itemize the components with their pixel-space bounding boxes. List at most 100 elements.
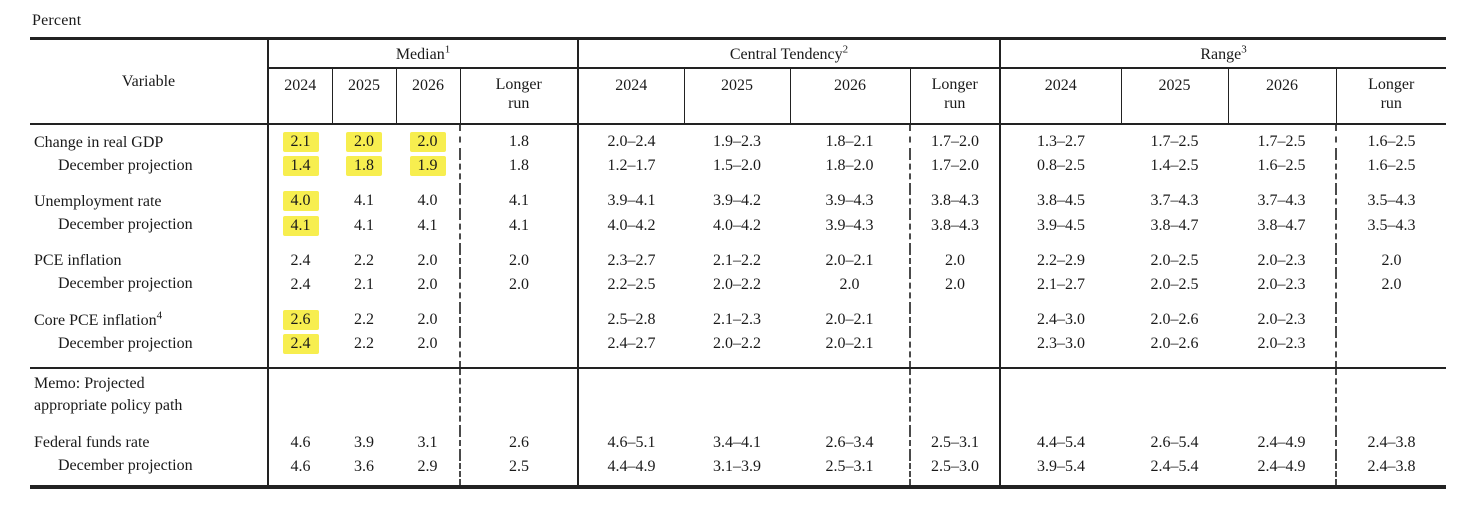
cell-range-2024: 0.8–2.5 bbox=[999, 154, 1122, 190]
year-header-central-2026: 2026 bbox=[789, 68, 910, 125]
cell-median-2024: 2.1 bbox=[267, 123, 332, 155]
cell-range-2026: 2.0–2.3 bbox=[1257, 251, 1306, 269]
table-row: Federal funds rate 4.6 3.9 3.1 2.6 4.6–5.1 3.4… bbox=[30, 430, 1447, 455]
cell-central-2026: 2.0–2.1 bbox=[825, 335, 874, 353]
cell-range-2025: 3.8–4.7 bbox=[1150, 216, 1199, 234]
cell-median-2026: 4.1 bbox=[417, 216, 438, 234]
group-header-median: Median1 bbox=[267, 38, 578, 70]
cell-range-longer-run: 2.4–3.8 bbox=[1335, 430, 1447, 455]
cell-range-2026 bbox=[1228, 367, 1337, 431]
cell-median-2024: 4.6 bbox=[267, 454, 332, 487]
cell-central-longer-run: 2.5–3.1 bbox=[908, 430, 1001, 455]
row-label-cell: December projection bbox=[30, 273, 268, 308]
cell-range-2025: 2.0–2.5 bbox=[1150, 251, 1199, 269]
cell-median-longer-run: 1.8 bbox=[459, 123, 578, 155]
cell-range-2024: 4.4–5.4 bbox=[999, 430, 1122, 455]
group-label: Central Tendency bbox=[729, 46, 843, 63]
cell-central-2026: 1.8–2.1 bbox=[825, 132, 874, 150]
row-label-cell: December projection bbox=[30, 214, 268, 249]
group-label: Range bbox=[1200, 46, 1242, 63]
cell-range-2024: 2.2–2.9 bbox=[999, 248, 1122, 273]
cell-median-2024 bbox=[267, 367, 332, 431]
table-row: Change in real GDP 2.1 2.0 2.0 1.8 2.0–2.4 1.9… bbox=[30, 123, 1447, 155]
row-label: December projection bbox=[58, 156, 193, 174]
cell-median-2025 bbox=[332, 367, 396, 431]
year-header-median-2025: 2025 bbox=[331, 68, 396, 125]
cell-range-2026: 2.0–2.3 bbox=[1257, 275, 1306, 293]
cell-median-longer-run: 2.0 bbox=[459, 248, 578, 273]
highlighted-value: 1.8 bbox=[346, 156, 382, 177]
cell-median-2024: 2.4 bbox=[267, 248, 332, 273]
unit-label: Percent bbox=[32, 12, 82, 29]
cell-central-2026: 1.8–2.0 bbox=[825, 157, 874, 175]
cell-median-longer-run: 2.6 bbox=[459, 430, 578, 455]
cell-median-longer-run: 2.0 bbox=[459, 272, 578, 309]
cell-central-longer-run: 3.8–4.3 bbox=[908, 213, 1001, 249]
table-row: December projection 1.4 1.8 1.9 1.8 1.2–1.7 1.… bbox=[30, 154, 1447, 190]
table-body: Change in real GDP 2.1 2.0 2.0 1.8 2.0–2.4 1.9… bbox=[30, 123, 1447, 487]
cell-central-2024 bbox=[577, 367, 684, 431]
highlighted-value: 4.1 bbox=[282, 215, 319, 236]
cell-central-2025: 1.5–2.0 bbox=[713, 157, 761, 175]
table-row: December projection 4.6 3.6 2.9 2.5 4.4–4.9 3.… bbox=[30, 454, 1447, 487]
cell-range-2025: 2.4–5.4 bbox=[1150, 457, 1199, 475]
projections-table: Variable Median1 Central Tendency2 Range… bbox=[30, 37, 1447, 489]
cell-central-2024: 4.0–4.2 bbox=[577, 213, 684, 249]
cell-central-2025 bbox=[684, 367, 790, 431]
cell-range-longer-run bbox=[1335, 308, 1447, 333]
cell-range-longer-run: 1.6–2.5 bbox=[1335, 154, 1447, 190]
cell-median-2024: 4.0 bbox=[267, 189, 332, 214]
row-label-cell: Memo: Projected appropriate policy path bbox=[30, 367, 268, 431]
row-label: December projection bbox=[58, 457, 193, 475]
cell-central-2025: 4.0–4.2 bbox=[713, 216, 761, 234]
cell-range-2024 bbox=[999, 367, 1122, 431]
cell-range-2026: 1.6–2.5 bbox=[1257, 157, 1306, 175]
cell-range-longer-run: 3.5–4.3 bbox=[1335, 213, 1447, 249]
cell-range-2024: 3.8–4.5 bbox=[999, 189, 1122, 214]
year-header-central-2025: 2025 bbox=[683, 68, 790, 125]
highlighted-value: 1.4 bbox=[282, 156, 319, 177]
highlighted-value: 2.4 bbox=[282, 334, 319, 355]
footnote-marker: 2 bbox=[842, 43, 849, 56]
year-header-range-2026: 2026 bbox=[1227, 68, 1337, 125]
footnote-marker: 1 bbox=[444, 43, 451, 56]
row-label-cell: December projection bbox=[30, 332, 268, 368]
cell-median-2026: 2.0 bbox=[417, 335, 438, 353]
cell-median-2026: 2.0 bbox=[396, 124, 460, 154]
row-label-cell: December projection bbox=[30, 455, 268, 487]
cell-range-2024: 2.3–3.0 bbox=[999, 332, 1122, 369]
cell-central-longer-run: 3.8–4.3 bbox=[908, 189, 1001, 214]
cell-central-2025: 2.1–2.3 bbox=[713, 311, 761, 329]
cell-range-2024: 3.9–4.5 bbox=[999, 213, 1122, 249]
cell-central-2025: 3.1–3.9 bbox=[713, 457, 761, 475]
year-header-range-2024: 2024 bbox=[999, 68, 1122, 125]
cell-median-longer-run: 4.1 bbox=[459, 189, 578, 214]
cell-central-2026: 2.0–2.1 bbox=[825, 251, 874, 269]
cell-median-2024: 1.4 bbox=[267, 154, 332, 190]
group-header-central-tendency: Central Tendency2 bbox=[576, 38, 1001, 70]
cell-range-2026: 1.7–2.5 bbox=[1257, 132, 1306, 150]
cell-central-2026: 3.9–4.3 bbox=[825, 216, 874, 234]
cell-median-2026: 4.0 bbox=[417, 192, 438, 210]
year-header-central-longer-run: Longer run bbox=[909, 68, 1001, 125]
row-label: Core PCE inflation bbox=[34, 311, 157, 329]
cell-central-longer-run bbox=[908, 332, 1001, 369]
table-row: PCE inflation 2.4 2.2 2.0 2.0 2.3–2.7 2.1–2.2 2… bbox=[30, 248, 1447, 273]
cell-range-2024: 3.9–5.4 bbox=[999, 454, 1122, 487]
footnote-marker: 3 bbox=[1241, 43, 1247, 56]
group-header-range: Range3 bbox=[999, 38, 1447, 70]
cell-central-longer-run: 1.7–2.0 bbox=[908, 123, 1001, 155]
row-label: PCE inflation bbox=[34, 252, 122, 270]
year-header-median-2024: 2024 bbox=[267, 68, 332, 125]
year-header-median-2026: 2026 bbox=[395, 68, 460, 125]
year-header-row: 2024 2025 2026 Longer run 2024 2025 2026… bbox=[30, 68, 1447, 125]
highlighted-value: 2.1 bbox=[282, 131, 319, 152]
cell-range-2024: 2.1–2.7 bbox=[999, 272, 1122, 309]
cell-central-2025: 1.9–2.3 bbox=[713, 132, 761, 150]
table-row: December projection 4.1 4.1 4.1 4.1 4.0–4.2 4.… bbox=[30, 213, 1447, 249]
cell-central-2024: 2.4–2.7 bbox=[577, 332, 684, 369]
cell-central-2025: 2.1–2.2 bbox=[713, 251, 761, 269]
cell-median-2024: 4.6 bbox=[267, 430, 332, 455]
cell-median-2024: 2.4 bbox=[267, 332, 332, 369]
cell-central-2024: 2.2–2.5 bbox=[577, 272, 684, 309]
